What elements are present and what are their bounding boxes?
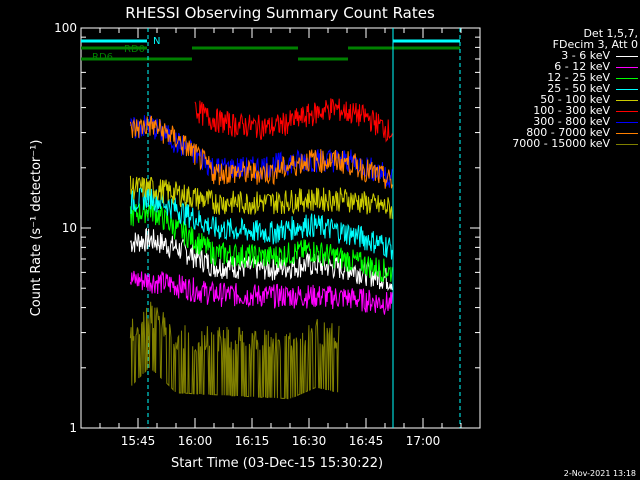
generated-timestamp: 2-Nov-2021 13:18 [563,469,636,478]
flag-bars: N RD0 RD6 [81,28,461,428]
legend-label: 50 - 100 keV [540,93,610,106]
x-tick-label: 15:45 [121,434,156,448]
rd6-flag-label: RD6 [92,52,113,63]
legend-label: 3 - 6 keV [561,49,610,62]
series-line [130,184,393,260]
legend-item: 100 - 300 keV [470,105,638,116]
legend-header-1: Det 1,5,7, [583,27,638,40]
y-axis: 1 10 100 [54,21,480,435]
rd0-flag-label: RD0 [124,44,145,55]
legend-item: 7000 - 15000 keV [470,138,638,149]
n-flag-label: N [153,36,160,47]
x-tick-label: 16:45 [349,434,384,448]
legend: Det 1,5,7, FDecim 3, Att 0 3 - 6 keV 6 - … [470,27,638,149]
legend-item: 25 - 50 keV [470,83,638,94]
legend-item: 50 - 100 keV [470,94,638,105]
legend-swatch [616,99,638,101]
series-line [129,270,393,315]
x-tick-label: 16:30 [292,434,327,448]
series-line [129,115,393,189]
legend-item: 800 - 7000 keV [470,127,638,138]
legend-label: 7000 - 15000 keV [512,137,610,150]
data-series [129,98,393,400]
series-line [129,199,393,283]
legend-item: 3 - 6 keV [470,50,638,61]
legend-swatch [616,121,638,123]
legend-label: 6 - 12 keV [554,60,610,73]
y-tick-label: 10 [62,221,77,235]
legend-label: 12 - 25 keV [547,71,610,84]
legend-item: 12 - 25 keV [470,72,638,83]
legend-header-2: FDecim 3, Att 0 [552,38,638,51]
x-tick-label: 16:15 [235,434,270,448]
legend-label: 25 - 50 keV [547,82,610,95]
y-axis-label: Count Rate (s⁻¹ detector⁻¹) [29,140,44,317]
x-axis: 15:45 16:00 16:15 16:30 16:45 17:00 [80,28,481,448]
legend-swatch [616,110,638,112]
series-line [129,175,393,219]
legend-label: 300 - 800 keV [533,115,610,128]
legend-label: 100 - 300 keV [533,104,610,117]
legend-items: 3 - 6 keV 6 - 12 keV 12 - 25 keV 25 - 50 ke… [470,50,638,149]
legend-swatch [616,77,638,79]
legend-swatch [616,55,638,57]
legend-swatch [616,88,638,90]
chart-title: RHESSI Observing Summary Count Rates [125,4,435,22]
series-line [194,98,393,143]
legend-label: 800 - 7000 keV [526,126,610,139]
y-tick-label: 1 [69,421,77,435]
legend-item: 300 - 800 keV [470,116,638,127]
series-line [129,301,340,400]
series-line [129,115,393,188]
legend-item: 6 - 12 keV [470,61,638,72]
y-tick-label: 100 [54,21,77,35]
legend-swatch [616,132,638,134]
legend-swatch [616,66,638,68]
x-tick-label: 16:00 [178,434,213,448]
x-tick-label: 17:00 [406,434,441,448]
legend-swatch [616,143,638,145]
x-axis-label: Start Time (03-Dec-15 15:30:22) [171,456,383,471]
